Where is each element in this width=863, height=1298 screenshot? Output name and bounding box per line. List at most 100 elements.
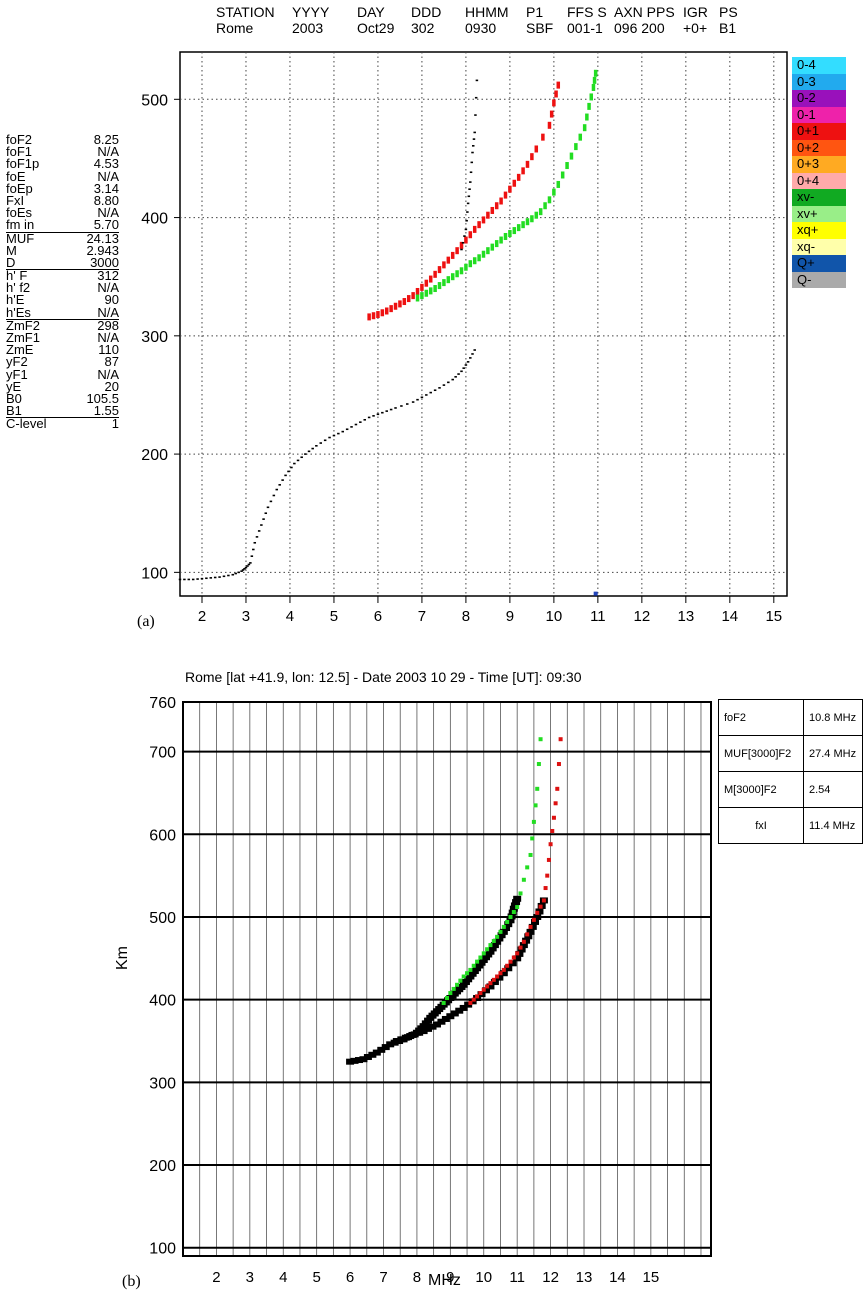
y-tick-label: 400 xyxy=(149,993,176,1010)
data-point-o_trace xyxy=(554,90,558,98)
y-tick-label: 500 xyxy=(149,910,176,927)
x-tick-label: 6 xyxy=(346,1269,354,1286)
data-point-x_trace xyxy=(442,279,446,287)
data-point-x_trace xyxy=(547,196,552,204)
data-point-red_trace xyxy=(525,932,530,937)
data-point-black_trace xyxy=(247,563,251,566)
x-tick-label: 9 xyxy=(446,1269,454,1286)
data-point-o_trace xyxy=(530,153,534,161)
data-point-black_trace xyxy=(510,902,519,909)
data-point-red_trace xyxy=(471,997,476,1002)
data-point-o_trace xyxy=(521,167,525,175)
param-name: MUF xyxy=(6,230,35,246)
param-row: D 3000 xyxy=(6,254,119,270)
data-point-black_trace xyxy=(425,394,428,396)
data-point-black_trace xyxy=(469,357,472,359)
x-tick-label: 12 xyxy=(634,608,651,625)
data-point-black_trace xyxy=(495,935,504,942)
data-point-black_trace xyxy=(454,376,457,378)
data-point-black_trace xyxy=(359,421,362,423)
x-tick-label: 4 xyxy=(286,608,294,625)
data-point-green_trace xyxy=(451,986,456,991)
param-row: MUF 24.13 xyxy=(6,230,119,246)
data-point-black_trace xyxy=(269,500,273,503)
data-point-x_trace xyxy=(552,188,556,196)
data-point-x_trace xyxy=(574,143,578,151)
data-point-green_trace xyxy=(530,836,535,841)
data-point-o_trace xyxy=(556,81,561,89)
data-point-black_trace xyxy=(385,410,388,412)
x-tick-label: 10 xyxy=(546,608,563,625)
data-point-black_trace xyxy=(257,530,261,532)
param-row: foE N/A xyxy=(6,169,119,183)
data-point-black_trace xyxy=(493,938,502,945)
y-tick-label: 200 xyxy=(141,447,168,464)
data-point-o_trace xyxy=(541,133,545,141)
data-point-o_trace xyxy=(534,145,539,153)
data-point-o_trace xyxy=(367,313,371,321)
x-tick-label: 15 xyxy=(643,1269,660,1286)
data-point-black_trace xyxy=(420,396,424,399)
data-point-black_trace xyxy=(504,921,513,928)
data-point-x_trace xyxy=(477,254,481,262)
data-point-black_trace xyxy=(381,411,384,414)
param-row: foF2 8.25 xyxy=(6,132,119,147)
data-point-black_trace xyxy=(293,462,296,465)
data-point-black_trace xyxy=(512,899,521,906)
param-name: D xyxy=(6,254,16,270)
data-point-o_trace xyxy=(446,256,451,264)
param-value: 8.25 xyxy=(93,132,119,147)
data-point-black_trace xyxy=(367,416,371,419)
data-point-red_trace xyxy=(531,917,536,922)
data-point-red_trace xyxy=(528,924,533,929)
data-point-red_trace xyxy=(548,842,553,847)
data-point-black_upper xyxy=(466,202,470,205)
data-point-x_trace xyxy=(499,236,503,244)
value-name: fxI xyxy=(718,807,804,844)
data-point-black_trace xyxy=(332,434,336,437)
data-point-o_trace xyxy=(499,197,503,205)
param-name: B1 xyxy=(6,403,22,419)
y-tick-label: 200 xyxy=(149,1158,176,1175)
data-point-black_trace xyxy=(466,361,470,363)
data-point-black_trace xyxy=(502,925,511,932)
param-row: FxI 8.80 xyxy=(6,194,119,207)
data-point-red_trace xyxy=(498,971,503,976)
data-point-black_trace xyxy=(400,405,403,407)
data-point-o_trace xyxy=(494,202,499,210)
param-row: C-level 1 xyxy=(6,417,119,430)
data-point-black_trace xyxy=(447,381,450,384)
data-point-black_trace xyxy=(386,1041,395,1048)
data-point-black_trace xyxy=(222,575,226,578)
data-point-black_trace xyxy=(253,541,257,544)
data-point-green_trace xyxy=(533,803,538,808)
param-name: ZmF1 xyxy=(6,330,40,345)
x-tick-label: 14 xyxy=(609,1269,626,1286)
legend-item: 0-3 xyxy=(792,73,846,90)
data-point-x_trace xyxy=(591,83,596,91)
data-point-black_lower xyxy=(410,1031,419,1038)
data-point-red_trace xyxy=(485,984,490,989)
data-point-black_trace xyxy=(278,484,281,486)
param-name: h' F xyxy=(6,268,28,284)
data-point-o_trace xyxy=(402,298,407,306)
x-axis-label: MHz xyxy=(428,1272,461,1289)
data-point-black_trace xyxy=(411,401,415,403)
header-col-label: P1 xyxy=(526,4,544,20)
data-point-black_upper xyxy=(466,211,469,213)
data-point-black_trace xyxy=(183,578,186,581)
data-point-black_lower xyxy=(464,1001,473,1008)
data-point-o_trace xyxy=(490,206,495,214)
data-point-green_trace xyxy=(448,991,453,996)
data-point-o_trace xyxy=(512,179,517,187)
param-value: N/A xyxy=(97,205,119,221)
x-tick-label: 5 xyxy=(312,1269,320,1286)
data-point-x_trace xyxy=(578,133,583,141)
data-point-black_trace xyxy=(471,353,474,355)
header-col-value: Rome xyxy=(216,20,254,36)
data-point-black_trace xyxy=(249,562,252,564)
data-point-black_lower xyxy=(519,942,528,949)
param-name: foF1 xyxy=(6,144,33,160)
data-point-red_trace xyxy=(515,951,520,956)
param-value: 3000 xyxy=(90,254,119,270)
